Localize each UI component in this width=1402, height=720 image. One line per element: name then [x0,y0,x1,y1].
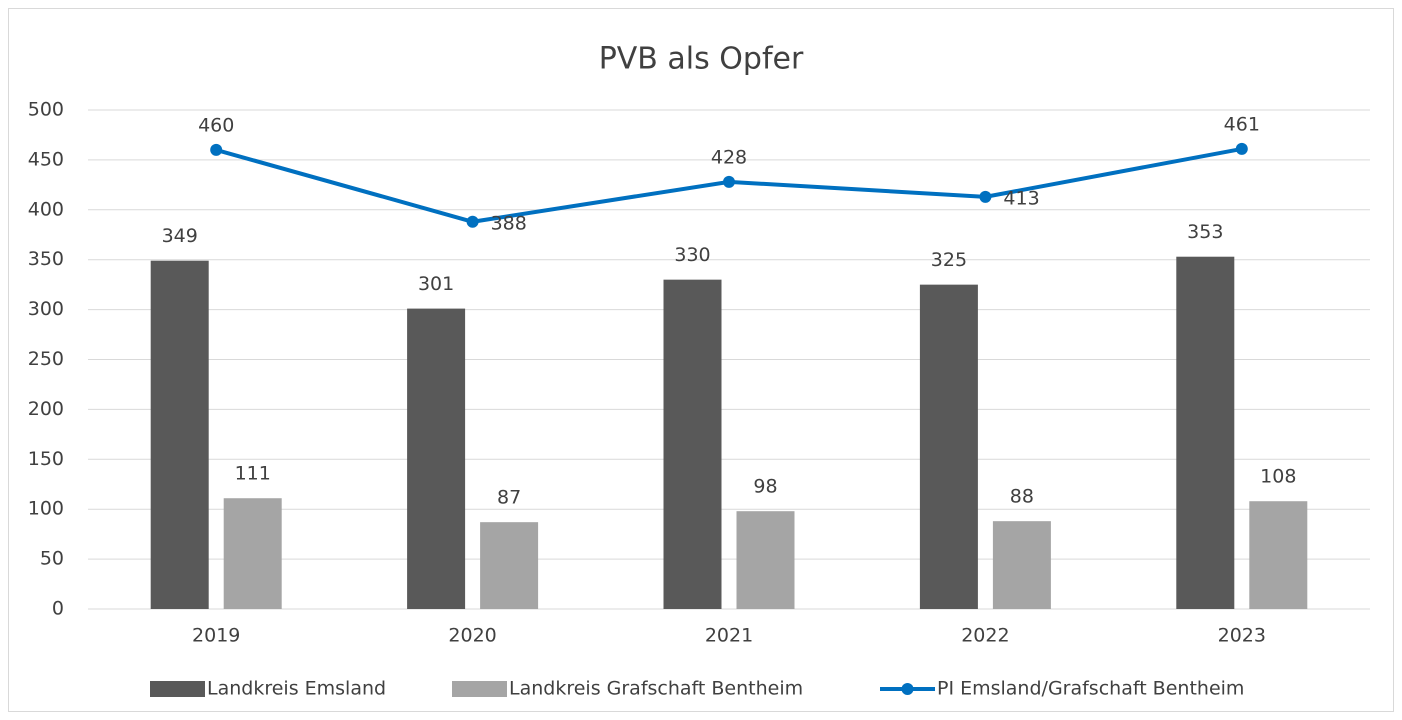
data-label: 301 [418,273,454,295]
legend-label: Landkreis Emsland [207,678,386,700]
data-label: 388 [491,212,527,234]
y-tick-label: 200 [28,398,64,420]
bar [480,522,539,609]
line-marker [466,215,479,228]
x-tick-label: 2022 [961,625,1009,647]
bar [407,308,466,609]
data-label: 88 [1010,486,1034,508]
data-label: 353 [1187,221,1223,243]
data-label: 461 [1224,113,1260,135]
bar [736,511,795,609]
data-label: 413 [1003,187,1039,209]
data-label: 108 [1260,466,1296,488]
y-tick-label: 300 [28,298,64,320]
bar [663,279,722,609]
bar [992,521,1051,609]
bar [223,498,282,609]
data-label: 460 [198,114,234,136]
legend-label: PI Emsland/Grafschaft Bentheim [937,678,1244,700]
x-tick-label: 2019 [192,625,240,647]
data-label: 428 [711,146,747,168]
y-tick-label: 450 [28,148,64,170]
y-tick-label: 250 [28,348,64,370]
legend-label: Landkreis Grafschaft Bentheim [509,678,803,700]
x-tick-label: 2020 [448,625,496,647]
data-label: 111 [235,463,271,485]
legend-swatch [452,681,507,697]
y-tick-label: 150 [28,448,64,470]
data-label: 325 [931,249,967,271]
line-marker [723,175,735,188]
bar [150,260,209,609]
y-tick-label: 100 [28,498,64,520]
y-tick-label: 50 [40,548,64,570]
x-tick-label: 2021 [705,625,753,647]
legend-swatch [901,683,914,695]
data-label: 349 [162,225,198,247]
chart-title: PVB als Opfer [599,42,804,77]
data-label: 87 [497,487,521,509]
bar [1249,501,1308,609]
y-tick-label: 500 [28,99,64,121]
y-tick-label: 400 [28,198,64,220]
line-marker [210,143,223,156]
line-marker [1235,142,1248,155]
bar [1176,256,1235,609]
y-tick-label: 350 [28,248,64,270]
line-marker [979,190,992,203]
x-tick-label: 2023 [1218,625,1266,647]
data-label: 98 [753,476,777,498]
data-label: 330 [674,244,710,266]
y-tick-label: 0 [52,598,64,620]
legend-swatch [150,681,205,697]
bar [919,284,978,609]
